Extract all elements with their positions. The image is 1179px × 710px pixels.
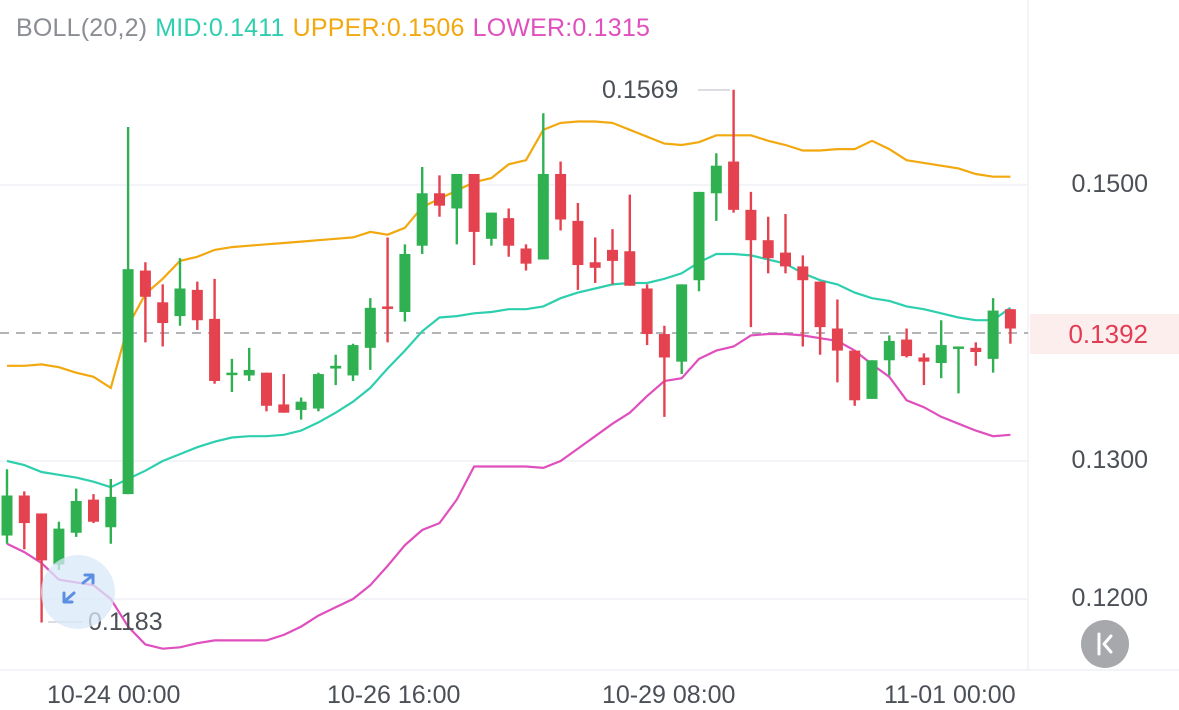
x-axis-label: 10-29 08:00	[602, 681, 736, 709]
expand-button[interactable]	[41, 555, 115, 629]
x-axis-label: 10-24 00:00	[47, 681, 181, 709]
grid-lines	[0, 184, 1028, 600]
legend-title: BOLL(20,2)	[16, 14, 148, 42]
x-axis-label: 11-01 00:00	[884, 681, 1016, 709]
boll-upper-line	[7, 120, 1011, 390]
boll-lower-line	[6, 332, 1011, 650]
y-axis-label: 0.1500	[1071, 170, 1148, 198]
y-axis-label: 0.1200	[1071, 584, 1148, 612]
legend-mid: MID:0.1411	[155, 14, 285, 42]
x-axis-label: 10-26 16:00	[327, 681, 461, 709]
expand-icon	[62, 573, 95, 604]
high-price-label: 0.1569	[602, 76, 679, 104]
y-axis-label: 0.1300	[1071, 446, 1148, 474]
boll-mid-line	[6, 252, 1012, 489]
legend-upper: UPPER:0.1506	[292, 14, 465, 42]
back-to-latest-button[interactable]	[1081, 620, 1129, 668]
indicator-legend: BOLL(20,2) MID:0.1411 UPPER:0.1506 LOWER:0.…	[16, 14, 658, 43]
candles	[1, 89, 1016, 623]
current-price-tag: 0.1392	[1030, 314, 1179, 354]
legend-lower: LOWER:0.1315	[472, 14, 651, 42]
back-to-latest-icon	[1097, 632, 1113, 656]
